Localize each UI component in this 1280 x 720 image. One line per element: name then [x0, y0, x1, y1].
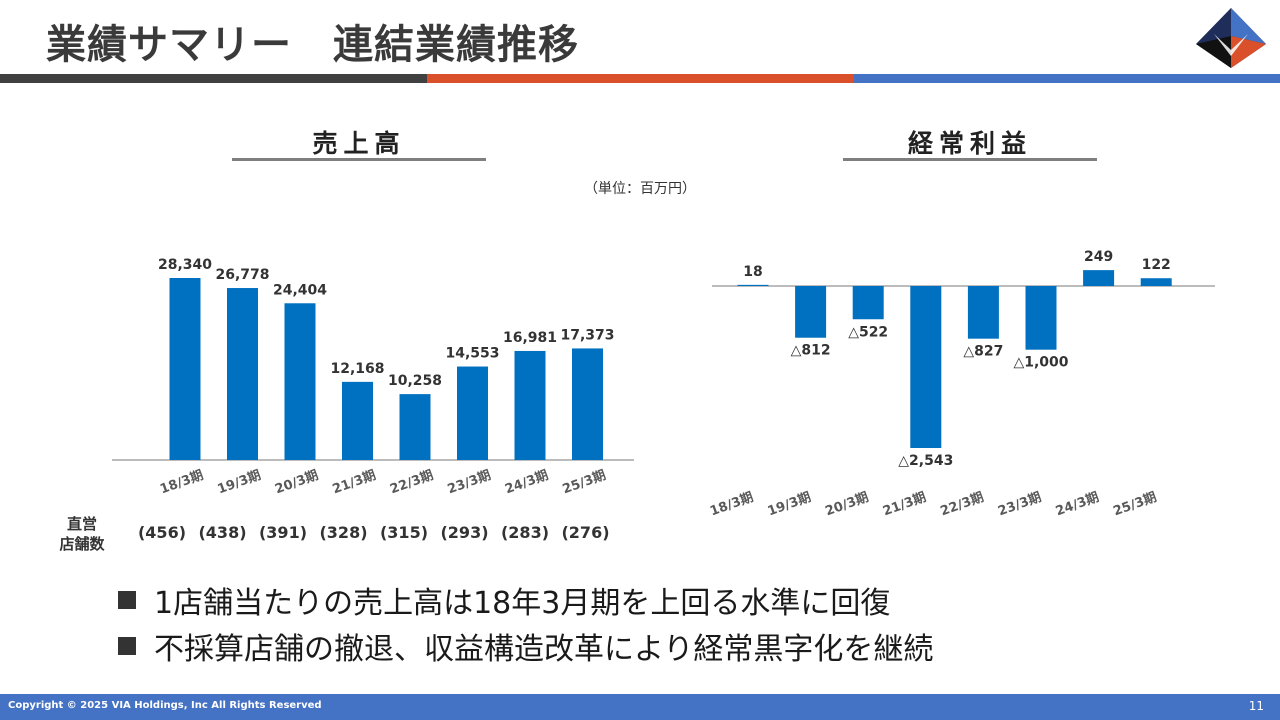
sales-value-label: 28,340: [158, 257, 212, 273]
sales-value-label: 24,404: [273, 282, 327, 298]
stores-label-line1: 直営: [66, 515, 97, 533]
profit-bar: [910, 286, 942, 448]
store-count: (328): [319, 523, 368, 542]
store-count: (276): [561, 523, 610, 542]
profit-bar: [795, 286, 827, 338]
profit-value-label: △2,543: [898, 453, 953, 469]
header-stripe-orange: [427, 74, 854, 83]
square-bullet-icon: [118, 637, 136, 655]
sales-value-label: 14,553: [445, 346, 499, 362]
profit-x-tick-label: 18/3期: [708, 490, 755, 519]
profit-x-tick-label: 23/3期: [996, 490, 1043, 519]
bullet-item: 不採算店舗の撤退、収益構造改革により経常黒字化を継続: [118, 624, 933, 668]
sales-bar: [457, 366, 488, 460]
square-bullet-icon: [118, 591, 136, 609]
copyright-text: Copyright © 2025 VIA Holdings, Inc All R…: [8, 700, 322, 711]
header-stripe-dark: [0, 74, 427, 83]
sales-bar: [514, 350, 546, 460]
sales-bar: [399, 394, 431, 460]
page-title: 業績サマリー 連結業績推移: [46, 22, 579, 68]
profit-bar: [737, 284, 769, 286]
sales-value-label: 16,981: [503, 330, 557, 346]
sales-value-label: 17,373: [560, 327, 614, 343]
sales-heading-underline: [232, 158, 486, 161]
store-count: (293): [440, 523, 489, 542]
profit-bar: [1140, 278, 1172, 286]
bullet-text: 1店舗当たりの売上高は18年3月期を上回る水準に回復: [154, 586, 891, 621]
profit-value-label: 249: [1084, 249, 1113, 265]
profit-x-tick-label: 24/3期: [1054, 490, 1101, 519]
store-count: (391): [258, 523, 308, 542]
profit-value-label: △1,000: [1013, 355, 1068, 371]
bullet-item: 1店舗当たりの売上高は18年3月期を上回る水準に回復: [118, 578, 890, 622]
profit-heading-underline: [843, 158, 1097, 161]
profit-x-tick-label: 22/3期: [939, 490, 986, 519]
stores-label: 直営 店舗数: [52, 514, 112, 554]
profit-value-label: 122: [1142, 257, 1171, 273]
profit-bar: [967, 286, 999, 339]
sales-bar: [572, 348, 603, 460]
bullet-text: 不採算店舗の撤退、収益構造改革により経常黒字化を継続: [154, 632, 934, 667]
store-count: (283): [500, 523, 550, 542]
profit-x-tick-label: 19/3期: [766, 490, 813, 519]
profit-value-label: 18: [743, 264, 762, 280]
profit-bar: [1083, 270, 1115, 286]
via-holdings-logo-icon: [1196, 8, 1266, 68]
profit-x-tick-label: 21/3期: [881, 490, 928, 519]
store-count: (438): [198, 523, 247, 542]
unit-note: （単位：百万円）: [584, 181, 696, 197]
header-stripe-blue: [854, 74, 1280, 83]
sales-value-label: 10,258: [388, 373, 442, 389]
footer-bar: Copyright © 2025 VIA Holdings, Inc All R…: [0, 694, 1280, 720]
profit-value-label: △812: [791, 343, 831, 359]
store-count: (315): [379, 523, 429, 542]
profit-x-tick-label: 20/3期: [823, 490, 870, 519]
sales-bar: [284, 303, 316, 460]
sales-value-label: 12,168: [330, 361, 384, 377]
sales-heading: 売上高: [312, 129, 406, 158]
profit-value-label: △827: [963, 344, 1003, 360]
profit-bar: [852, 286, 884, 320]
store-count: (456): [137, 523, 187, 542]
sales-bar: [227, 288, 258, 460]
sales-bar: [169, 278, 201, 460]
sales-bar: [342, 381, 373, 460]
profit-heading: 経常利益: [907, 129, 1032, 158]
stores-label-line2: 店舗数: [59, 535, 105, 553]
sales-value-label: 26,778: [215, 267, 269, 283]
profit-value-label: △522: [848, 324, 888, 340]
page-number: 11: [1248, 699, 1264, 713]
profit-bar: [1025, 286, 1057, 350]
profit-x-tick-label: 25/3期: [1111, 490, 1158, 519]
